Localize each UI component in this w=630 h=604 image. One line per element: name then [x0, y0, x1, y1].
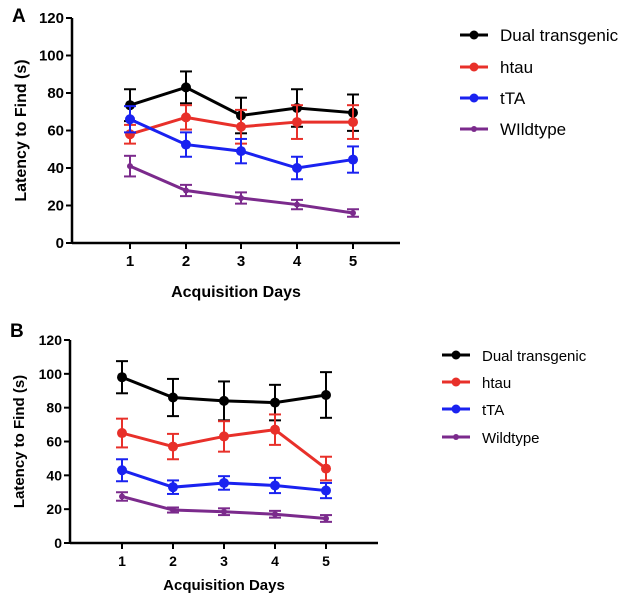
data-point — [117, 372, 127, 383]
legend-label: Wildtype — [482, 430, 540, 447]
data-point — [170, 507, 176, 514]
legend-marker — [469, 62, 479, 72]
panel-label: A — [12, 6, 26, 27]
data-point — [117, 428, 127, 439]
y-tick-label: 20 — [47, 198, 64, 215]
data-point — [272, 511, 278, 518]
data-point — [127, 163, 133, 170]
data-point — [181, 112, 191, 123]
series-line — [129, 164, 354, 215]
data-point — [221, 508, 227, 515]
y-tick-label: 80 — [47, 85, 64, 102]
y-axis-label: Latency to Find (s) — [13, 59, 30, 201]
x-tick-label: 1 — [126, 253, 134, 270]
legend-marker — [471, 126, 477, 132]
data-point — [183, 187, 189, 194]
data-point — [321, 463, 331, 474]
legend-item: Dual transgenic — [460, 26, 619, 45]
legend-item: tTA — [460, 89, 526, 108]
data-point — [348, 117, 358, 128]
legend-marker — [453, 434, 459, 440]
x-tick-label: 1 — [118, 553, 126, 569]
legend-marker — [451, 404, 461, 414]
data-point — [270, 397, 280, 408]
x-tick-label: 4 — [293, 253, 302, 270]
y-tick-label: 40 — [47, 160, 64, 177]
data-point — [348, 154, 358, 165]
data-point — [238, 195, 244, 201]
series-tta — [124, 105, 359, 181]
y-tick-label: 0 — [54, 535, 62, 551]
legend-label: htau — [482, 375, 511, 392]
x-axis-label: Acquisition Days — [163, 577, 285, 594]
series-dual-transgenic — [116, 360, 332, 422]
y-tick-label: 20 — [46, 501, 62, 517]
legend-item: tTA — [442, 402, 504, 419]
data-point — [119, 493, 125, 500]
data-point — [294, 201, 300, 208]
y-tick-label: 120 — [39, 10, 64, 27]
x-axis-label: Acquisition Days — [171, 284, 301, 301]
x-tick-label: 4 — [271, 553, 279, 569]
data-point — [125, 114, 135, 125]
legend-label: tTA — [500, 89, 526, 108]
y-tick-label: 60 — [46, 434, 62, 450]
data-point — [219, 395, 229, 406]
data-point — [181, 82, 191, 93]
y-axis-label: Latency to Find (s) — [11, 375, 28, 508]
x-tick-label: 3 — [237, 253, 245, 270]
data-point — [181, 139, 191, 150]
legend-marker — [469, 30, 479, 40]
x-tick-label: 5 — [322, 553, 330, 569]
series-htau — [116, 413, 332, 482]
panel-a: A 0 20 40 60 80 100 120 1 2 3 4 5 Acquisition Days Lat… — [12, 6, 619, 301]
legend-item: Wildtype — [442, 430, 540, 447]
panel-b: B 0 20 40 60 80 100 120 1 2 3 4 5 Acquisition Days Lat… — [10, 321, 587, 594]
panel-label: B — [10, 321, 24, 342]
legend-item: htau — [442, 375, 511, 392]
x-tick-label: 3 — [220, 553, 228, 569]
y-tick-label: 100 — [39, 366, 63, 382]
x-tick-label: 2 — [182, 253, 190, 270]
data-point — [270, 424, 280, 435]
legend-item: Dual transgenic — [442, 348, 587, 365]
legend-label: Dual transgenic — [500, 26, 619, 45]
data-point — [168, 441, 178, 452]
series-tta — [116, 458, 332, 500]
data-point — [236, 146, 246, 157]
data-point — [219, 431, 229, 442]
data-point — [321, 389, 331, 400]
legend-label: tTA — [482, 402, 504, 419]
data-point — [117, 465, 127, 476]
x-tick-label: 2 — [169, 553, 177, 569]
data-point — [236, 121, 246, 132]
data-point — [168, 392, 178, 403]
series-wildtype — [124, 154, 359, 218]
y-tick-label: 0 — [56, 235, 64, 252]
data-point — [323, 515, 329, 522]
data-point — [292, 117, 302, 128]
legend-label: WIldtype — [500, 120, 566, 139]
legend-label: Dual transgenic — [482, 348, 587, 365]
legend-marker — [451, 350, 461, 360]
y-tick-label: 100 — [39, 48, 64, 65]
y-tick-label: 120 — [39, 332, 63, 348]
legend-label: htau — [500, 58, 533, 77]
y-tick-label: 40 — [46, 467, 62, 483]
legend-item: WIldtype — [460, 120, 566, 139]
data-point — [350, 210, 356, 216]
data-point — [270, 480, 280, 491]
x-tick-label: 5 — [349, 253, 357, 270]
y-tick-label: 60 — [47, 123, 64, 140]
legend-marker — [451, 377, 461, 387]
y-tick-label: 80 — [46, 400, 62, 416]
data-point — [219, 477, 229, 488]
data-point — [168, 482, 178, 493]
series-wildtype — [116, 491, 332, 523]
legend-item: htau — [460, 58, 533, 77]
data-point — [292, 163, 302, 173]
legend-marker — [469, 93, 479, 103]
data-point — [321, 485, 331, 496]
